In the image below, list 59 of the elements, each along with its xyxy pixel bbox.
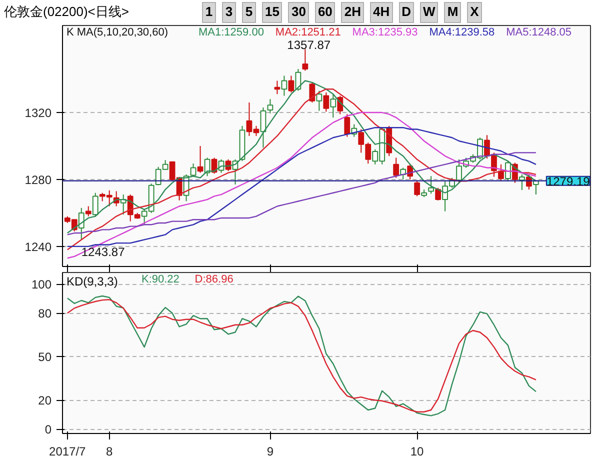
candlestick <box>316 90 322 112</box>
y-tick-label: 1280 <box>24 172 52 187</box>
x-tick-label: 8 <box>106 444 114 458</box>
y-tick-label: 20 <box>38 394 52 408</box>
x-tick-label: 2017/7 <box>49 444 86 458</box>
annotation: 1357.87 <box>287 38 331 52</box>
candlestick <box>85 206 92 217</box>
text: 30 <box>288 2 309 23</box>
y-tick-label: 1320 <box>24 106 52 120</box>
chart-subtitle: K MA(5,10,20,30,60) <box>66 26 168 38</box>
candlestick <box>78 207 84 240</box>
candlestick <box>393 157 400 178</box>
y-tick-label: 1240 <box>24 240 52 254</box>
text: 5 <box>242 2 256 23</box>
text: 1 <box>202 2 216 23</box>
text: M <box>444 2 462 23</box>
y-tick-label: 0 <box>44 422 52 437</box>
candlestick <box>505 160 511 182</box>
text: D:86.96 <box>194 274 234 286</box>
candlestick <box>295 68 302 92</box>
text: 4H <box>370 2 393 23</box>
candlestick <box>323 92 330 112</box>
y-tick-label: 100 <box>31 278 52 292</box>
text: X <box>467 2 482 23</box>
candlestick <box>274 80 280 95</box>
text: W <box>420 2 438 23</box>
text: 3 <box>222 2 236 23</box>
candlestick <box>309 82 316 103</box>
candlestick <box>428 176 434 194</box>
candlestick <box>190 163 196 178</box>
annotation: 1243.87 <box>81 244 126 259</box>
ref-line-label: 1279.19 <box>546 174 590 188</box>
candlestick <box>302 48 308 72</box>
chart-title: 伦敦金(02200)<日线> <box>4 4 129 19</box>
text: 2H <box>341 2 364 23</box>
candlestick <box>92 192 98 217</box>
text: MA2:1251.21 <box>275 26 341 38</box>
x-tick-label: 9 <box>266 444 274 458</box>
text: 15 <box>262 2 282 23</box>
text: MA3:1235.93 <box>352 26 418 38</box>
candlestick <box>414 180 420 197</box>
text: 60 <box>314 2 336 23</box>
candlestick <box>344 114 350 138</box>
chart-title: KD(9,3,3) <box>66 274 118 288</box>
text: D <box>398 2 414 23</box>
candlestick <box>330 94 336 118</box>
candlestick <box>435 187 441 201</box>
text: MA1:1259.00 <box>198 26 264 38</box>
text: K:90.22 <box>142 274 180 286</box>
line-series <box>66 112 537 259</box>
text: MA5:1248.05 <box>506 26 572 38</box>
text: MA4:1239.58 <box>429 26 495 38</box>
y-tick-label: 50 <box>38 350 52 364</box>
candlestick <box>267 98 274 114</box>
candlestick <box>197 146 204 174</box>
candlestick <box>281 75 288 96</box>
y-tick-label: 80 <box>38 306 52 321</box>
candlestick <box>288 75 294 93</box>
x-tick-label: 10 <box>410 444 424 458</box>
